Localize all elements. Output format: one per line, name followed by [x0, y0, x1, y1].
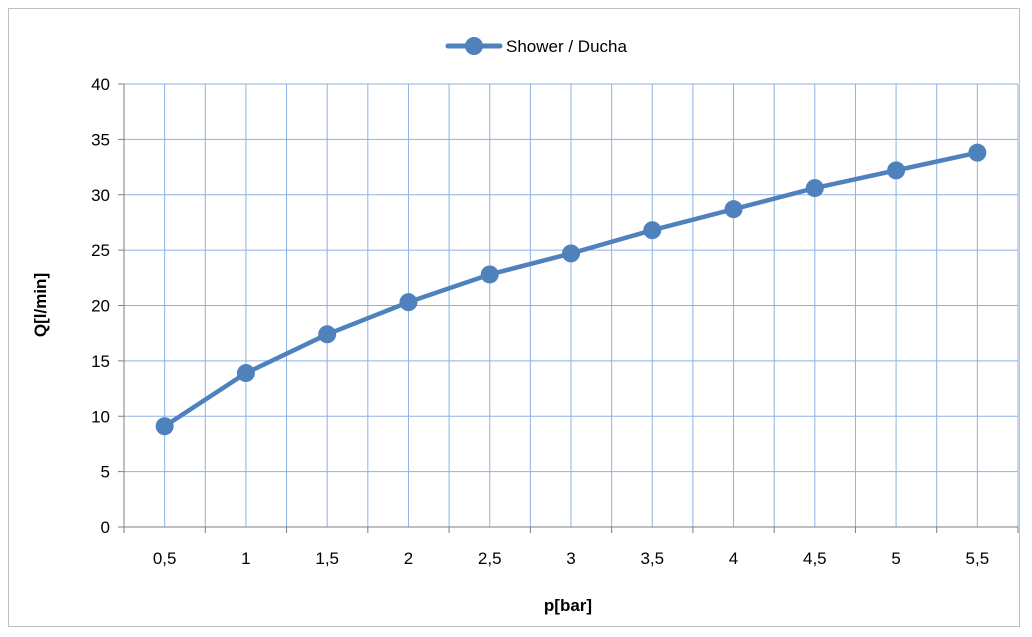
x-tick-label: 4,5 — [803, 549, 827, 568]
y-tick-labels: 0 5 10 15 20 25 30 35 40 — [91, 75, 110, 537]
legend-label: Shower / Ducha — [506, 37, 627, 56]
y-tick-label: 15 — [91, 352, 110, 371]
x-tick-label: 1,5 — [315, 549, 339, 568]
data-point — [480, 265, 499, 284]
data-point — [887, 161, 906, 180]
x-tick-label: 3 — [566, 549, 575, 568]
x-tick-label: 2 — [404, 549, 413, 568]
x-tick-label: 5 — [891, 549, 900, 568]
legend-dot-marker — [465, 37, 483, 55]
x-tick-label: 1 — [241, 549, 250, 568]
data-point — [643, 221, 662, 240]
x-axis-title: p[bar] — [544, 596, 592, 615]
x-tick-label: 4 — [729, 549, 738, 568]
grid — [124, 83, 1019, 527]
x-tick-labels: 0,5 1 1,5 2 2,5 3 3,5 4 4,5 5 5,5 — [153, 549, 989, 568]
axes — [118, 83, 1019, 533]
data-point — [399, 293, 418, 312]
chart-frame — [8, 8, 1020, 627]
legend: Shower / Ducha — [445, 37, 627, 56]
data-point — [968, 143, 987, 162]
data-point — [724, 200, 743, 219]
series — [155, 143, 987, 436]
y-tick-label: 10 — [91, 407, 110, 426]
y-tick-label: 25 — [91, 241, 110, 260]
data-point — [805, 179, 824, 198]
x-tick-label: 3,5 — [640, 549, 664, 568]
y-tick-label: 30 — [91, 186, 110, 205]
data-point — [155, 417, 174, 436]
x-tick-label: 2,5 — [478, 549, 502, 568]
data-point — [562, 244, 580, 263]
y-tick-label: 40 — [91, 75, 110, 94]
x-tick-label: 5,5 — [966, 549, 990, 568]
y-tick-label: 5 — [101, 463, 110, 482]
data-point — [318, 325, 337, 344]
x-tick-label: 0,5 — [153, 549, 177, 568]
y-axis-title: Q[l/min] — [31, 273, 50, 337]
y-tick-label: 20 — [91, 297, 110, 316]
y-tick-label: 0 — [101, 518, 110, 537]
y-tick-label: 35 — [91, 130, 110, 149]
data-point — [236, 364, 255, 383]
